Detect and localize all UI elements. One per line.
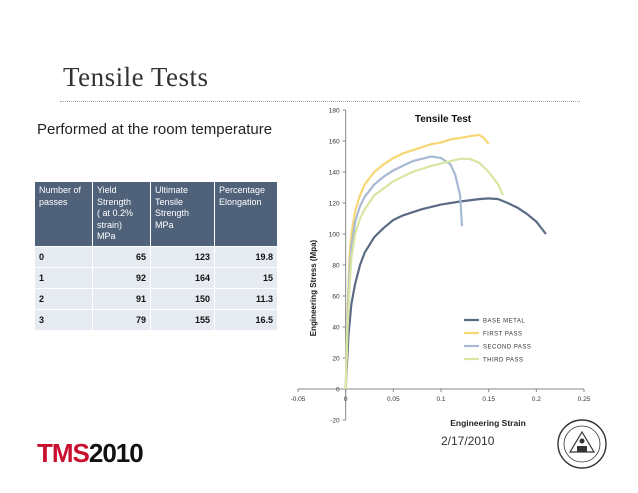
legend-entry: FIRST PASS [483, 332, 522, 338]
series-line-third-pass [344, 157, 505, 390]
table-header-row: Number of passes Yield Strength( at 0.2% st… [35, 182, 278, 246]
table-row: 2 91 150 11.3 [35, 287, 278, 309]
x-tick-label: 0.05 [387, 396, 400, 403]
header-line: Strength [155, 208, 190, 218]
col-header-ultimate-tensile-strength: Ultimate Tensile Strength MPa [151, 182, 215, 246]
series-line-second-pass [344, 155, 464, 390]
legend-entry: SECOND PASS [483, 345, 531, 351]
x-tick-label: -0.05 [291, 396, 306, 403]
header-line: Ultimate [155, 185, 189, 195]
table-cell: 91 [93, 287, 151, 309]
y-tick-label: -20 [330, 418, 340, 425]
header-line: Percentage [219, 185, 266, 195]
legend-entry: THIRD PASS [483, 358, 524, 364]
header-line: Yield [97, 185, 117, 195]
table-row: 3 79 155 16.5 [35, 308, 278, 330]
table-body: 0 65 123 19.8 1 92 164 15 2 91 150 11.3 3 79 155 16.5 [35, 245, 278, 330]
table-cell: 155 [151, 308, 215, 330]
col-header-yield-strength: Yield Strength( at 0.2% strain) MPa [93, 182, 151, 246]
tensile-results-table: Number of passes Yield Strength( at 0.2% st… [35, 182, 278, 330]
table-cell: 15 [215, 266, 278, 288]
table-cell: 79 [93, 308, 151, 330]
institute-seal-logo [557, 419, 607, 469]
table-cell: 19.8 [215, 245, 278, 267]
header-line: Elongation [219, 196, 262, 207]
y-tick-label: 120 [329, 201, 340, 208]
x-tick-label: 0 [344, 396, 348, 403]
header-line: Number of [39, 185, 82, 195]
tensile-test-chart: -20 0 20 40 60 80 100 120 140 160 180 -0.05 0 0.05 0.1… [291, 108, 591, 429]
table-row: 0 65 123 19.8 [35, 245, 278, 267]
y-tick-label: 100 [329, 232, 340, 239]
header-line: strain) [97, 219, 123, 230]
header-line: Tensile [155, 196, 184, 207]
col-header-elongation: Percentage Elongation [215, 182, 278, 246]
slide-subtitle: Performed at the room temperature [37, 121, 273, 138]
y-tick-label: 180 [329, 108, 340, 115]
y-tick-label: 40 [332, 325, 340, 332]
series-line-first-pass [344, 133, 490, 390]
footer-date: 2/17/2010 [441, 434, 495, 448]
series-line-base-metal [344, 197, 547, 390]
table-cell: 11.3 [215, 287, 278, 309]
y-tick-label: 0 [336, 387, 340, 394]
col-header-passes: Number of passes [35, 182, 93, 246]
table-cell: 150 [151, 287, 215, 309]
table-cell: 123 [151, 245, 215, 267]
logo-text-red: TMS [37, 438, 90, 468]
y-tick-label: 160 [329, 139, 340, 146]
table-cell: 92 [93, 266, 151, 288]
table-cell: 65 [93, 245, 151, 267]
table-cell: 3 [35, 308, 93, 330]
title-divider [60, 101, 580, 102]
y-tick-label: 60 [332, 294, 340, 301]
y-axis-label: Engineering Stress (Mpa) [309, 239, 318, 336]
table-row: 1 92 164 15 [35, 266, 278, 288]
header-line: passes [39, 196, 68, 207]
table-cell: 16.5 [215, 308, 278, 330]
x-axis-label: Engineering Strain [450, 418, 526, 428]
logo-text-black: 2010 [88, 438, 144, 468]
table-cell: 0 [35, 245, 93, 267]
x-tick-label: 0.25 [578, 396, 591, 403]
y-tick-label: 20 [332, 356, 340, 363]
table-cell: 164 [151, 266, 215, 288]
tms2010-logo: TMS2010 [37, 438, 144, 468]
y-tick-label: 80 [332, 263, 340, 270]
header-line: MPa [97, 231, 116, 241]
header-line: ( at 0.2% [97, 208, 134, 218]
x-tick-label: 0.2 [532, 396, 541, 403]
x-tick-label: 0.15 [482, 396, 495, 403]
y-tick-label: 140 [329, 170, 340, 177]
chart-title: Tensile Test [415, 114, 472, 125]
table-cell: 2 [35, 287, 93, 309]
slide-title: Tensile Tests [63, 62, 209, 92]
x-tick-label: 0.1 [436, 396, 445, 403]
legend-entry: BASE METAL [483, 319, 525, 325]
header-line: MPa [155, 219, 174, 230]
table-cell: 1 [35, 266, 93, 288]
header-line: Strength [97, 196, 132, 207]
